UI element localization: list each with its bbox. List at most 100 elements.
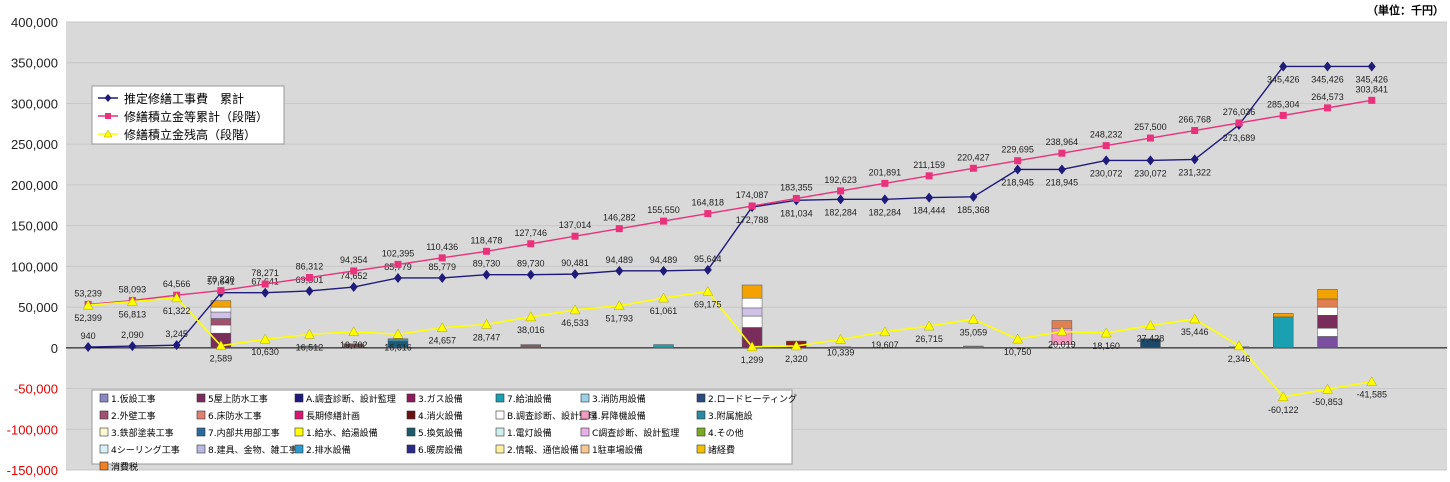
legend-swatch <box>196 427 206 437</box>
data-point <box>704 210 712 218</box>
data-point <box>923 320 935 331</box>
data-point <box>438 272 447 283</box>
data-point <box>925 192 934 203</box>
data-label: 2,090 <box>121 330 144 340</box>
legend-label: 4.その他 <box>708 427 744 439</box>
data-label: 303,841 <box>1355 84 1388 94</box>
data-label: 74,652 <box>340 271 368 281</box>
data-label: 2,346 <box>1228 354 1251 364</box>
bar-segment <box>1317 328 1338 337</box>
data-label: 19,702 <box>340 340 368 350</box>
data-point <box>436 322 448 332</box>
bar-segment <box>1317 336 1338 349</box>
legend-swatch <box>294 393 304 403</box>
legend-label: 4.消火設備 <box>418 410 463 422</box>
bar-segment <box>210 311 232 319</box>
data-point <box>1279 61 1288 72</box>
data-label: 94,489 <box>606 255 634 265</box>
legend-label: C調査診断、設計監理 <box>592 427 679 439</box>
legend-swatch <box>495 427 505 437</box>
legend-label: 推定修繕工事費 累計 <box>124 91 244 106</box>
legend-swatch <box>696 393 706 403</box>
legend-label: 3.鉄部塗装工事 <box>111 427 174 439</box>
data-label: 102,395 <box>382 248 415 258</box>
data-label: 231,322 <box>1178 167 1211 177</box>
data-point <box>969 191 978 202</box>
data-label: 64,566 <box>163 279 191 289</box>
data-label: 18,160 <box>1092 341 1120 351</box>
bar-segment <box>741 297 763 309</box>
data-point <box>1368 96 1376 104</box>
unit-label: （単位：千円） <box>1367 4 1444 17</box>
bar-segment <box>343 343 364 349</box>
y-tick-label: 150,000 <box>11 219 58 234</box>
data-point <box>792 194 800 202</box>
data-label: 51,793 <box>606 314 634 324</box>
data-point <box>748 202 756 210</box>
data-point <box>790 340 802 351</box>
data-point <box>525 311 537 322</box>
data-label: 52,399 <box>74 313 102 323</box>
data-point <box>1145 319 1156 330</box>
data-label: 183,355 <box>780 182 813 192</box>
data-point <box>217 287 225 295</box>
legend-marker <box>104 94 112 102</box>
data-label: 35,059 <box>960 327 988 337</box>
data-point <box>84 342 93 353</box>
legend-swatch <box>196 444 206 454</box>
data-label: 20,019 <box>1048 340 1076 350</box>
data-point <box>837 187 845 195</box>
data-label: 10,630 <box>251 347 279 357</box>
data-label: 266,768 <box>1178 115 1211 125</box>
data-label: 230,072 <box>1090 168 1123 178</box>
data-point <box>1233 340 1245 351</box>
data-label: -60,122 <box>1268 405 1299 415</box>
data-point <box>482 269 491 280</box>
data-label: -50,853 <box>1312 397 1343 407</box>
data-label: 184,444 <box>913 206 946 216</box>
data-point <box>1323 61 1332 72</box>
bar-segment <box>1317 298 1338 308</box>
data-label: 35,446 <box>1181 327 1209 337</box>
data-point <box>349 282 358 293</box>
data-label: 201,891 <box>869 167 902 177</box>
legend-swatch <box>495 410 505 420</box>
legend-marker <box>103 129 113 138</box>
legend-label: 2.外壁工事 <box>111 410 156 422</box>
data-point <box>392 328 404 339</box>
data-label: 230,072 <box>1134 168 1167 178</box>
legend-label: 修繕積立金残高（段階） <box>124 127 256 142</box>
legend-label: 5屋上防水工事 <box>208 393 268 405</box>
bar-segment <box>1273 313 1294 318</box>
legend-swatch <box>99 410 109 420</box>
data-label: 94,489 <box>650 255 678 265</box>
data-point <box>348 326 360 337</box>
legend-label: 長期修繕計画 <box>306 410 360 422</box>
data-label: 61,322 <box>163 306 191 316</box>
data-point <box>1013 164 1022 175</box>
data-point <box>1322 383 1333 394</box>
y-tick-label: 300,000 <box>11 96 58 111</box>
legend-label: 3.附属施設 <box>708 410 753 422</box>
data-point <box>1012 333 1024 344</box>
data-label: 264,573 <box>1311 92 1344 102</box>
y-tick-label: 250,000 <box>11 137 58 152</box>
legend-label: 4.昇降機設備 <box>592 410 646 422</box>
data-label: 174,087 <box>736 190 769 200</box>
data-label: 27,428 <box>1137 333 1165 343</box>
legend-label: 3.消防用設備 <box>592 393 646 405</box>
data-point <box>703 264 712 275</box>
data-label: 229,695 <box>1001 145 1034 155</box>
data-point <box>1146 134 1154 142</box>
data-label: 38,016 <box>517 325 545 335</box>
data-point <box>128 341 137 352</box>
data-label: 182,284 <box>824 207 857 217</box>
data-label: 95,644 <box>694 254 722 264</box>
data-point <box>879 326 891 337</box>
legend-swatch <box>99 461 109 471</box>
series-line <box>88 290 1372 398</box>
legend-swatch <box>294 427 304 437</box>
data-point <box>881 179 889 187</box>
data-label: 164,818 <box>692 198 725 208</box>
